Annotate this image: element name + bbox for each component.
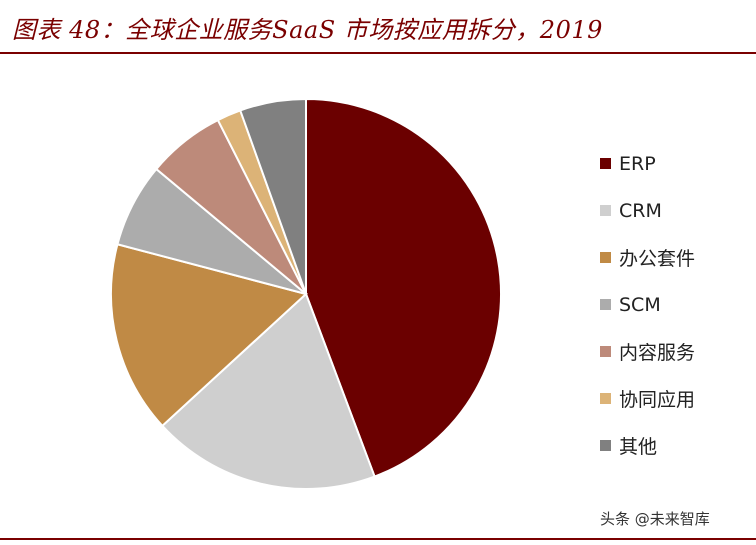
legend-swatch [600,393,611,404]
legend-label: SCM [619,293,661,316]
legend-swatch [600,252,611,263]
legend-swatch [600,299,611,310]
legend-swatch [600,440,611,451]
legend-swatch [600,158,611,169]
legend-swatch [600,205,611,216]
legend-item: SCM [600,281,695,328]
pie-slice-2 [110,243,309,428]
legend-label: 内容服务 [619,342,696,364]
legend-item: 协同应用 [600,375,695,422]
watermark: 头条 @未来智库 [600,510,710,528]
title-rule [0,52,756,54]
legend-item: CRM [600,187,695,234]
legend-item: 其他 [600,422,695,469]
legend-label: 协同应用 [619,389,696,411]
legend-label: 办公套件 [619,248,696,270]
legend-item: ERP [600,140,695,187]
pie-slice-0 [305,97,502,478]
legend-item: 办公套件 [600,234,695,281]
legend-swatch [600,346,611,357]
chart-title: 图表 48：全球企业服务SaaS 市场按应用拆分，2019 [12,16,603,44]
legend-label: 其他 [619,436,658,458]
pie-slice-6 [238,97,307,295]
legend-item: 内容服务 [600,328,695,375]
pie-slice-1 [160,292,376,491]
chart-legend: ERP CRM 办公套件 SCM 内容服务协同应用其他 [600,140,695,469]
legend-label: ERP [619,152,656,175]
legend-label: CRM [619,199,662,222]
bottom-rule [0,538,756,540]
